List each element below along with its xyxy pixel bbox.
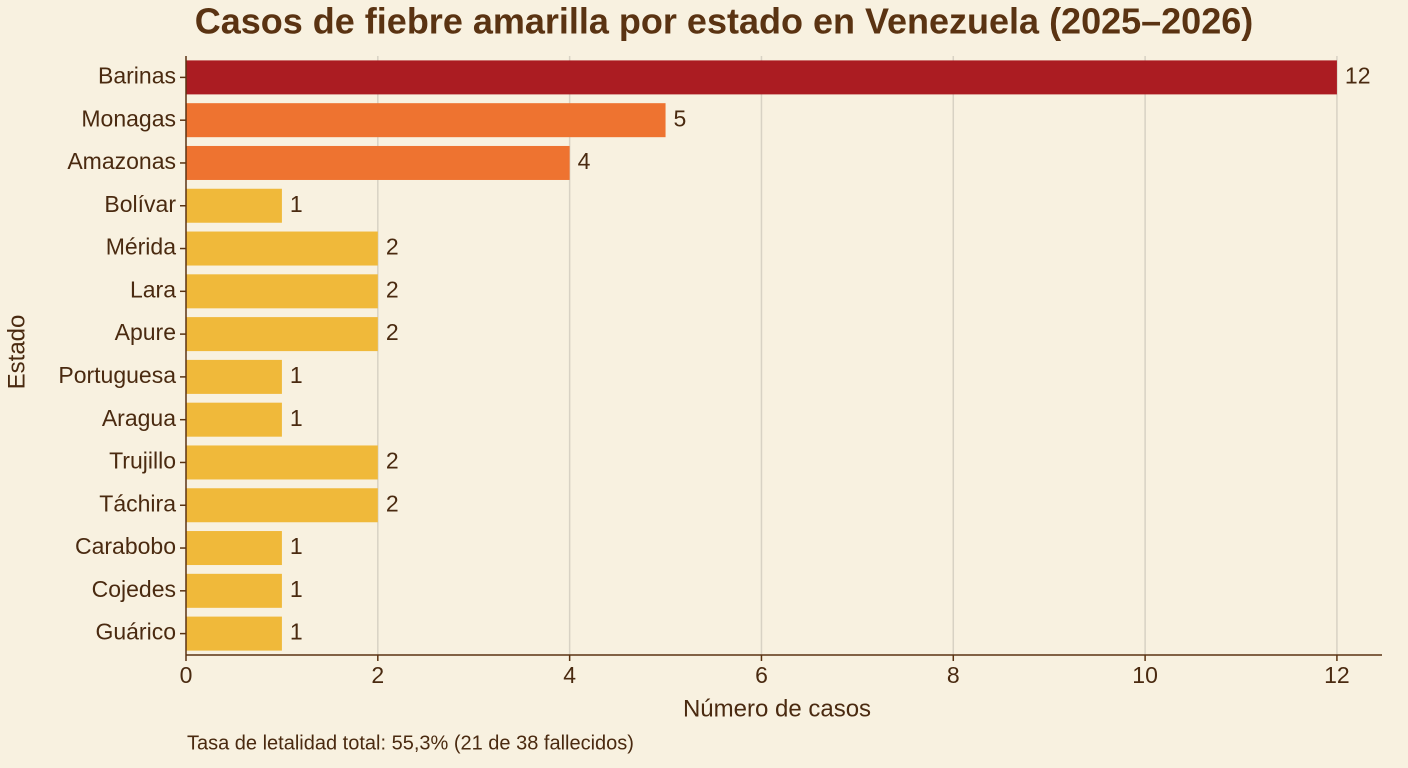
- value-label: 12: [1345, 62, 1371, 88]
- value-label: 1: [290, 405, 303, 431]
- bar: [186, 188, 282, 223]
- x-tick-label: 4: [563, 662, 576, 688]
- bar: [186, 488, 378, 523]
- y-tick-label: Cojedes: [92, 576, 176, 602]
- y-tick-label: Bolívar: [104, 191, 176, 217]
- y-tick-label: Aragua: [102, 405, 176, 431]
- y-tick-label: Táchira: [99, 490, 176, 516]
- y-tick-label: Portuguesa: [58, 362, 176, 388]
- value-label: 1: [290, 533, 303, 559]
- bar: [186, 60, 1337, 95]
- value-label: 1: [290, 362, 303, 388]
- y-tick-label: Carabobo: [75, 533, 176, 559]
- y-tick-label: Monagas: [81, 105, 176, 131]
- value-label: 1: [290, 619, 303, 645]
- bar: [186, 317, 378, 352]
- y-tick-label: Amazonas: [67, 148, 176, 174]
- value-label: 5: [674, 105, 687, 131]
- x-tick-label: 10: [1132, 662, 1158, 688]
- value-label: 2: [386, 234, 399, 260]
- y-tick-label: Apure: [115, 319, 176, 345]
- annotation: Tasa de letalidad total: 55,3% (21 de 38…: [187, 732, 634, 754]
- y-tick-label: Mérida: [106, 234, 177, 260]
- value-label: 1: [290, 191, 303, 217]
- x-tick-label: 8: [947, 662, 960, 688]
- value-label: 2: [386, 319, 399, 345]
- chart-title: Casos de fiebre amarilla por estado en V…: [195, 1, 1254, 42]
- bar: [186, 445, 378, 480]
- value-label: 2: [386, 490, 399, 516]
- bar: [186, 402, 282, 437]
- value-label: 2: [386, 276, 399, 302]
- bar: [186, 145, 570, 180]
- value-label: 2: [386, 448, 399, 474]
- bar: [186, 103, 666, 138]
- value-label: 1: [290, 576, 303, 602]
- y-tick-label: Barinas: [98, 62, 176, 88]
- x-tick-label: 6: [755, 662, 768, 688]
- bar: [186, 231, 378, 266]
- bar: [186, 359, 282, 394]
- x-tick-label: 0: [180, 662, 193, 688]
- y-tick-label: Guárico: [95, 619, 176, 645]
- x-axis-label: Número de casos: [683, 695, 871, 722]
- x-tick-label: 12: [1324, 662, 1350, 688]
- y-tick-label: Lara: [130, 276, 176, 302]
- x-tick-label: 2: [371, 662, 384, 688]
- bar: [186, 616, 282, 651]
- bar: [186, 274, 378, 309]
- bar: [186, 531, 282, 566]
- bar: [186, 573, 282, 608]
- y-tick-label: Trujillo: [109, 448, 176, 474]
- y-axis-label: Estado: [3, 315, 30, 390]
- value-label: 4: [578, 148, 591, 174]
